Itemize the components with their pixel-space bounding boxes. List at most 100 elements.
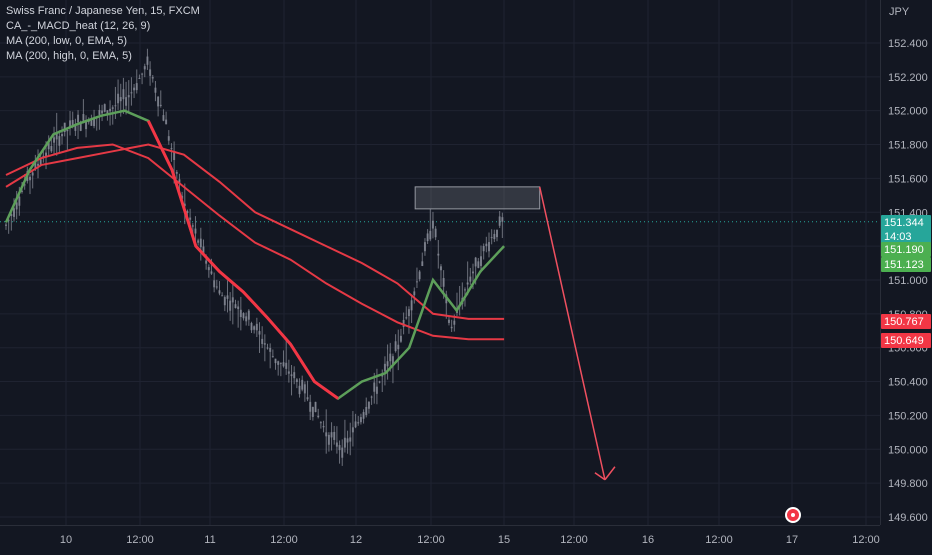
candle-body: [162, 115, 165, 121]
candle-body: [82, 114, 85, 121]
resistance-zone-box: [414, 186, 541, 210]
candle-body: [45, 152, 48, 157]
y-tick-label: 151.600: [888, 173, 928, 185]
candle-body: [130, 92, 133, 94]
candle-body: [135, 83, 138, 91]
candle-body: [157, 96, 160, 107]
candle-body: [189, 217, 192, 220]
candle-body: [317, 415, 320, 418]
candle-body: [391, 356, 394, 367]
price-tag: [881, 257, 931, 272]
candle-body: [279, 362, 282, 364]
candle-body: [210, 271, 213, 274]
x-tick-label: 12:00: [705, 534, 733, 546]
candle-body: [322, 425, 325, 428]
candle-body: [117, 93, 120, 104]
x-tick-label: 12:00: [417, 534, 445, 546]
candle-body: [247, 310, 250, 320]
candle-body: [55, 132, 58, 140]
candle-body: [66, 129, 69, 132]
candle-body: [194, 228, 197, 234]
candle-body: [77, 114, 80, 123]
x-tick-label: 12:00: [560, 534, 588, 546]
candle-body: [47, 142, 50, 150]
candle-body: [354, 421, 357, 428]
candle-body: [261, 338, 264, 344]
candle-body: [327, 434, 330, 445]
candle-body: [186, 211, 189, 213]
candle-body: [407, 309, 410, 317]
x-tick-label: 12:00: [270, 534, 298, 546]
x-tick-label: 11: [204, 534, 215, 546]
ma-200-low-line: [5, 143, 505, 320]
candle-body: [5, 224, 7, 226]
candle-body: [415, 281, 418, 283]
candle-body: [226, 295, 229, 299]
candle-body: [325, 432, 328, 437]
candle-body: [205, 260, 208, 264]
legend-indicator-ma-low[interactable]: MA (200, low, 0, EMA, 5): [6, 35, 128, 47]
economic-event-icon[interactable]: [785, 507, 801, 523]
candle-body: [58, 136, 61, 146]
candle-body: [34, 160, 37, 169]
legend-indicator-macd[interactable]: CA_-_MACD_heat (12, 26, 9): [6, 20, 151, 32]
time-axis[interactable]: [0, 525, 880, 551]
candle-body: [477, 261, 480, 268]
candle-body: [375, 386, 378, 394]
candle-body: [426, 233, 429, 242]
candle-body: [138, 77, 141, 79]
candle-body: [431, 220, 434, 229]
candle-body: [378, 381, 381, 383]
candle-body: [231, 297, 234, 303]
candle-body: [330, 432, 333, 438]
y-tick-label: 151.000: [888, 275, 928, 287]
candle-body: [53, 137, 56, 143]
candle-body: [183, 203, 186, 207]
candle-body: [399, 335, 402, 342]
legend-indicator-ma-high[interactable]: MA (200, high, 0, EMA, 5): [6, 50, 132, 62]
candle-body: [413, 291, 416, 296]
candle-body: [341, 447, 344, 458]
candle-body: [394, 341, 397, 352]
candle-body: [258, 331, 261, 335]
candle-body: [154, 87, 157, 93]
candle-body: [490, 237, 493, 239]
candle-body: [109, 108, 112, 112]
candle-body: [370, 396, 373, 398]
currency-label[interactable]: JPY: [889, 6, 910, 18]
candle-body: [255, 323, 258, 331]
candle-body: [410, 300, 413, 311]
price-axis[interactable]: [880, 0, 932, 525]
legend-symbol[interactable]: Swiss Franc / Japanese Yen, 15, FXCM: [6, 5, 200, 17]
projection-arrowhead-left: [594, 472, 606, 481]
candle-body: [439, 266, 442, 271]
candle-body: [357, 422, 360, 424]
candle-body: [442, 278, 445, 287]
price-tag: [881, 242, 931, 257]
y-tick-label: 151.800: [888, 140, 928, 152]
candle-body: [122, 89, 125, 100]
candle-body: [101, 110, 104, 114]
y-tick-label: 149.800: [888, 478, 928, 490]
candle-body: [63, 122, 66, 133]
candle-body: [85, 119, 88, 130]
candle-body: [13, 208, 16, 217]
candle-body: [314, 401, 317, 413]
candle-body: [191, 225, 194, 227]
candle-body: [277, 361, 280, 365]
candle-body: [365, 406, 368, 415]
candle-body: [463, 289, 466, 291]
candle-body: [487, 242, 490, 252]
candle-body: [199, 238, 202, 248]
macd-heat-line-red: [146, 120, 339, 400]
candle-body: [21, 190, 24, 192]
macd-heat-line-green: [4, 109, 506, 401]
candle-body: [493, 233, 496, 240]
candle-body: [309, 401, 312, 412]
candle-body: [266, 347, 269, 349]
price-tag-value: 151.344: [884, 217, 924, 229]
candle-body: [418, 271, 421, 280]
candle-body: [474, 257, 477, 267]
